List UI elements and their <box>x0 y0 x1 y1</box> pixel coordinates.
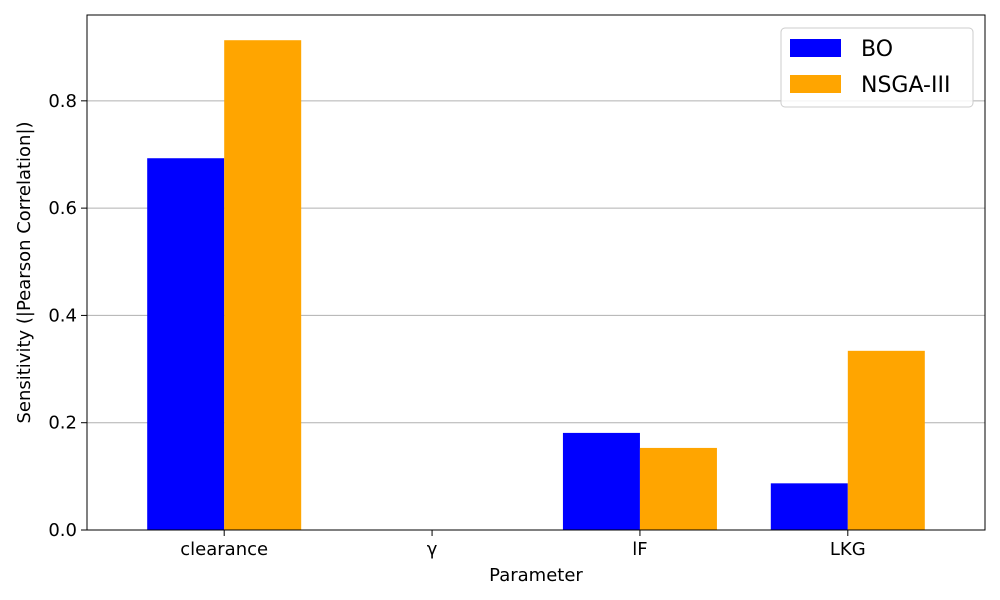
legend-swatch-bo <box>790 39 841 57</box>
y-tick-label: 0.6 <box>48 198 77 219</box>
bar-nsga-iii-0 <box>224 40 302 531</box>
x-axis-ticks: clearance γ lF LKG <box>180 530 866 560</box>
y-tick-label: 0.0 <box>48 520 77 541</box>
y-axis-ticks: 0.0 0.2 0.4 0.6 0.8 <box>48 91 87 541</box>
legend-swatch-nsga-iii <box>790 75 841 93</box>
bar-bo-3 <box>770 483 848 530</box>
bars <box>147 40 925 531</box>
legend-label-nsga-iii: NSGA-III <box>861 73 950 98</box>
bar-bo-2 <box>562 432 640 530</box>
y-axis-label: Sensitivity (|Pearson Correlation|) <box>14 121 35 423</box>
y-tick-label: 0.4 <box>48 305 77 326</box>
bar-nsga-iii-3 <box>847 350 925 530</box>
legend: BO NSGA-III <box>780 27 974 108</box>
x-tick-label: clearance <box>180 539 268 560</box>
bar-bo-0 <box>147 158 225 530</box>
legend-label-bo: BO <box>861 37 893 62</box>
y-tick-label: 0.8 <box>48 91 77 112</box>
y-tick-label: 0.2 <box>48 413 77 434</box>
x-axis-label: Parameter <box>489 565 583 586</box>
x-tick-label: LKG <box>830 539 866 560</box>
x-tick-label: lF <box>632 539 647 560</box>
x-tick-label: γ <box>427 539 438 560</box>
plot-frame <box>86 14 986 531</box>
bar-nsga-iii-2 <box>639 447 717 530</box>
